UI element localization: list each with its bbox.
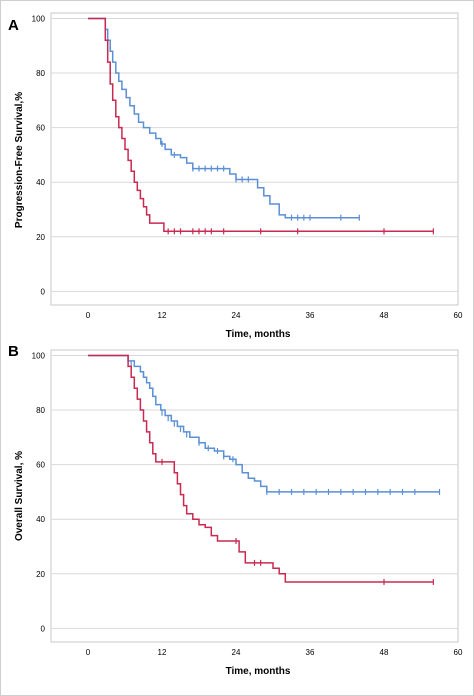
- x-tick-label: 24: [232, 311, 241, 320]
- y-tick-label: 80: [36, 69, 45, 78]
- y-tick-label: 80: [36, 406, 45, 415]
- x-tick-label: 36: [306, 648, 315, 657]
- y-axis-title: Progression-Free Survival,%: [14, 92, 25, 228]
- x-tick-label: 12: [158, 311, 167, 320]
- survival-curve-1: [88, 354, 440, 493]
- panel-label: A: [8, 17, 19, 34]
- y-tick-label: 100: [32, 351, 46, 360]
- y-axis-title: Overall Survival, %: [14, 451, 25, 541]
- y-tick-label: 0: [41, 287, 46, 296]
- x-axis-title: Time, months: [226, 329, 291, 340]
- y-tick-label: 40: [36, 515, 45, 524]
- survival-curve-1: [88, 17, 360, 219]
- plot-frame: [50, 12, 459, 306]
- x-tick-label: 60: [454, 648, 463, 657]
- panel-label: B: [8, 343, 19, 360]
- y-tick-label: 40: [36, 178, 45, 187]
- panel-b: B 0 20 40 60 80 100 0 12 24 36 48 60 Time, months Over…: [8, 343, 463, 677]
- x-axis-title: Time, months: [226, 666, 291, 677]
- x-tick-label: 48: [380, 648, 389, 657]
- y-tick-label: 20: [36, 233, 45, 242]
- y-tick-label: 100: [32, 14, 46, 23]
- x-tick-label: 0: [86, 311, 91, 320]
- x-tick-label: 60: [454, 311, 463, 320]
- x-tick-label: 12: [158, 648, 167, 657]
- y-tick-label: 0: [41, 624, 46, 633]
- survival-curve-2: [88, 17, 434, 233]
- x-tick-label: 36: [306, 311, 315, 320]
- plot-frame: [50, 349, 459, 643]
- x-tick-label: 0: [86, 648, 91, 657]
- survival-curve-2: [88, 354, 434, 583]
- y-tick-label: 60: [36, 461, 45, 470]
- panel-a: A 0 20 40 60 80 100 0 12 24 36 48 60 Time, months Prog…: [8, 12, 463, 340]
- y-tick-label: 60: [36, 124, 45, 133]
- x-tick-label: 48: [380, 311, 389, 320]
- x-tick-label: 24: [232, 648, 241, 657]
- y-tick-label: 20: [36, 570, 45, 579]
